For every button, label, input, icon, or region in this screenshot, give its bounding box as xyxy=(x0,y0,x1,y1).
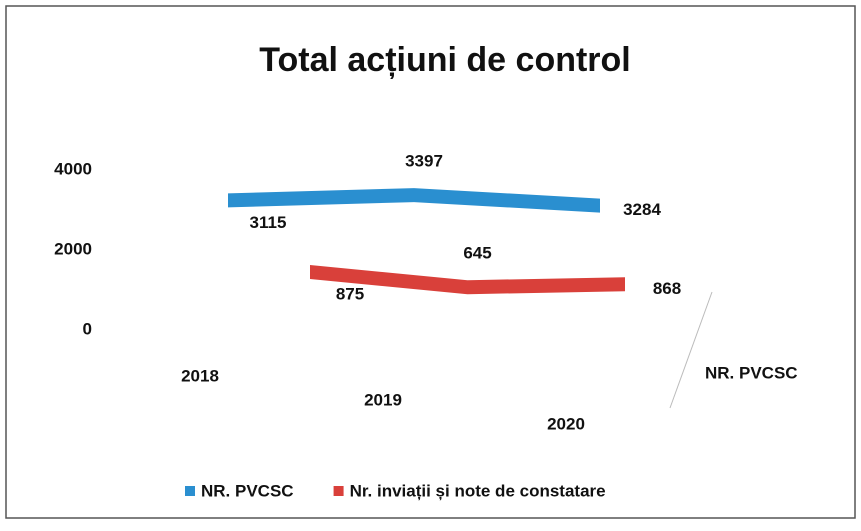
legend-label: Nr. inviații și note de constatare xyxy=(350,481,606,500)
y-tick-label: 2000 xyxy=(54,239,92,258)
depth-axis xyxy=(669,291,713,409)
x-tick-label: 2019 xyxy=(364,390,402,409)
data-label: 645 xyxy=(463,244,491,263)
legend-swatch xyxy=(185,486,195,496)
data-label: 868 xyxy=(653,279,681,298)
data-label: 3284 xyxy=(623,200,661,219)
series-ribbon xyxy=(310,265,625,295)
x-tick-label: 2018 xyxy=(181,366,219,385)
depth-label: NR. PVCSC xyxy=(705,363,798,382)
legend-label: NR. PVCSC xyxy=(201,481,294,500)
chart-title: Total acțiuni de control xyxy=(259,41,631,79)
legend-swatch xyxy=(333,486,344,496)
series-ribbon xyxy=(228,188,600,213)
data-label: 3397 xyxy=(405,152,443,171)
data-label: 875 xyxy=(336,284,364,303)
x-tick-label: 2020 xyxy=(547,414,585,433)
chart-frame xyxy=(5,5,856,519)
y-tick-label: 0 xyxy=(83,319,92,338)
y-tick-label: 4000 xyxy=(54,159,92,178)
data-label: 3115 xyxy=(250,213,287,232)
